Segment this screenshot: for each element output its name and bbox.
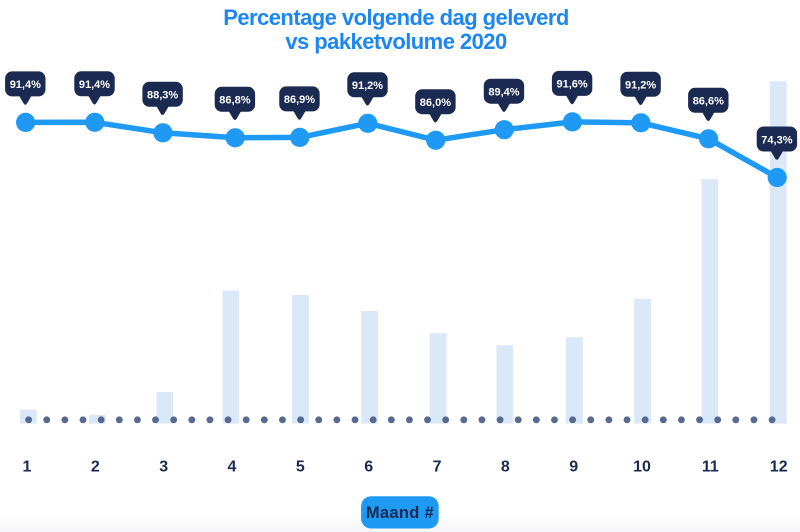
svg-text:5: 5: [296, 459, 305, 476]
svg-text:86,0%: 86,0%: [420, 97, 451, 109]
svg-text:91,4%: 91,4%: [79, 79, 110, 91]
svg-text:86,6%: 86,6%: [693, 96, 724, 108]
svg-text:8: 8: [501, 459, 510, 476]
svg-text:91,4%: 91,4%: [10, 79, 41, 91]
svg-text:4: 4: [228, 459, 237, 476]
svg-text:10: 10: [633, 459, 651, 476]
svg-text:1: 1: [23, 459, 32, 476]
svg-text:91,6%: 91,6%: [556, 79, 587, 91]
svg-text:88,3%: 88,3%: [147, 90, 178, 102]
svg-text:3: 3: [159, 459, 168, 476]
svg-text:12: 12: [770, 459, 788, 476]
svg-text:74,3%: 74,3%: [761, 134, 792, 146]
svg-text:2: 2: [91, 459, 100, 476]
svg-text:9: 9: [569, 459, 578, 476]
svg-text:86,9%: 86,9%: [284, 94, 315, 106]
svg-text:86,8%: 86,8%: [219, 95, 250, 107]
svg-text:vs pakketvolume 2020: vs pakketvolume 2020: [285, 29, 507, 54]
svg-text:7: 7: [433, 459, 442, 476]
svg-text:91,2%: 91,2%: [625, 80, 656, 92]
svg-text:89,4%: 89,4%: [488, 87, 519, 99]
svg-text:11: 11: [702, 459, 719, 476]
svg-text:6: 6: [364, 459, 373, 476]
svg-text:Maand #: Maand #: [366, 504, 434, 522]
svg-text:91,2%: 91,2%: [352, 80, 383, 92]
svg-text:Percentage volgende dag geleve: Percentage volgende dag geleverd: [223, 5, 569, 30]
